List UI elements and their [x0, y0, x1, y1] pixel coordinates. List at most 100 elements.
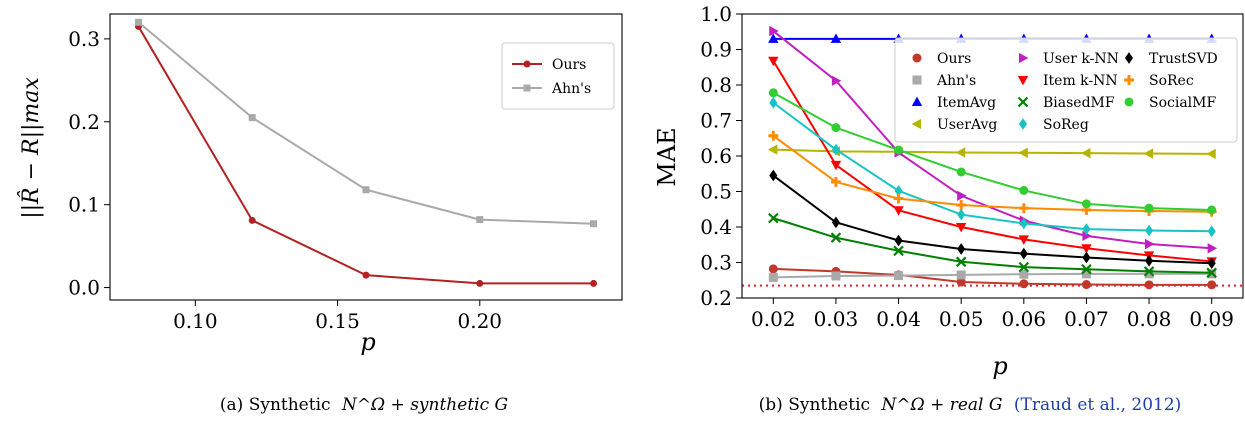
chart-b-caption-math: N^Ω + real G: [880, 395, 1002, 415]
chart-b-point-sorec: [956, 200, 966, 210]
chart-b-legend-marker: [1125, 98, 1134, 107]
chart-b-point-item-k-nn: [831, 161, 841, 170]
chart-a-point-ours: [249, 217, 256, 224]
chart-a-legend-marker: [524, 61, 531, 68]
chart-a-caption: (a) Synthetic N^Ω + synthetic G: [220, 395, 508, 415]
chart-b-point-item-k-nn: [768, 57, 778, 66]
chart-b-caption-citation[interactable]: (Traud et al., 2012): [1014, 395, 1181, 415]
chart-b-point-sorec: [1019, 203, 1029, 213]
chart-b-point-socialmf: [1207, 205, 1216, 214]
chart-b-point-soreg: [957, 209, 965, 221]
chart-b-point-useravg: [956, 147, 965, 157]
chart-b-point-user-k-nn: [957, 191, 966, 201]
chart-b-point-socialmf: [831, 123, 840, 132]
chart-b-legend-label: Ours: [937, 51, 971, 67]
chart-b: p MAE (b) Synthetic N^Ω + real G (Traud …: [653, 2, 1243, 415]
chart-b-point-useravg: [1206, 149, 1215, 159]
chart-a-point-ahn-s: [590, 220, 597, 227]
chart-b-point-trustsvd: [832, 217, 840, 229]
chart-b-xlabel: p: [992, 352, 1007, 380]
chart-b-point-soreg: [1145, 225, 1153, 237]
chart-b-xtick-label: 0.03: [814, 307, 859, 331]
chart-a-caption-prefix: (a) Synthetic: [220, 395, 331, 415]
chart-b-point-trustsvd: [769, 170, 777, 182]
chart-b-caption-prefix: (b) Synthetic: [759, 395, 870, 415]
chart-b-legend-label: User k-NN: [1043, 51, 1119, 67]
chart-b-legend-marker: [913, 76, 922, 85]
chart-b-point-socialmf: [769, 88, 778, 97]
chart-a-xtick-label: 0.15: [315, 309, 360, 333]
chart-b-legend-label: SocialMF: [1149, 95, 1216, 111]
chart-b-point-socialmf: [894, 145, 903, 154]
chart-b-ytick-label: 1.0: [700, 2, 732, 26]
chart-b-point-ours: [1145, 280, 1154, 289]
chart-b-legend-label: Ahn's: [936, 73, 976, 89]
chart-a-legend-label: Ours: [552, 57, 586, 73]
chart-a-point-ours: [363, 272, 370, 279]
chart-a-legend: Ours Ahn's: [502, 43, 614, 109]
chart-b-point-useravg: [1144, 148, 1153, 158]
chart-a-point-ahn-s: [249, 114, 256, 121]
chart-b-point-trustsvd: [1020, 248, 1028, 260]
chart-b-legend-label: SoRec: [1149, 73, 1194, 89]
chart-a-xlabel: p: [360, 328, 375, 356]
chart-b-legend-label: BiasedMF: [1043, 95, 1115, 111]
chart-b-point-socialmf: [1145, 204, 1154, 213]
chart-b-ytick-label: 0.4: [700, 215, 732, 239]
chart-a-legend-label: Ahn's: [551, 81, 591, 97]
chart-b-point-useravg: [1018, 148, 1027, 158]
chart-a-legend-marker: [524, 85, 531, 92]
chart-b-ytick-label: 0.7: [700, 109, 732, 133]
chart-b-point-ahn-s: [769, 273, 778, 282]
chart-b-point-socialmf: [1019, 186, 1028, 195]
chart-b-legend-label: SoReg: [1043, 117, 1089, 133]
chart-b-legend-marker: [913, 54, 922, 63]
chart-b-ytick-label: 0.2: [700, 286, 732, 310]
chart-b-point-trustsvd: [895, 235, 903, 247]
chart-b-point-ours: [1082, 280, 1091, 289]
chart-b-ytick-label: 0.9: [700, 38, 732, 62]
chart-b-point-soreg: [1208, 225, 1216, 237]
chart-a-legend-box: [502, 43, 614, 109]
chart-b-caption: (b) Synthetic N^Ω + real G (Traud et al.…: [759, 395, 1182, 415]
chart-b-ytick-label: 0.3: [700, 251, 732, 275]
chart-b-point-ahn-s: [957, 270, 966, 279]
chart-b-point-useravg: [1081, 148, 1090, 158]
chart-b-point-socialmf: [957, 167, 966, 176]
chart-b-ytick-label: 0.8: [700, 73, 732, 97]
chart-b-point-useravg: [768, 144, 777, 154]
chart-b-point-soreg: [769, 97, 777, 109]
chart-b-xtick-label: 0.09: [1189, 307, 1234, 331]
chart-b-point-ours: [769, 264, 778, 273]
chart-b-xtick-label: 0.07: [1064, 307, 1109, 331]
chart-b-ytick-label: 0.5: [700, 180, 732, 204]
chart-b-legend-label: Item k-NN: [1043, 73, 1118, 89]
chart-a-ytick-label: 0.3: [68, 27, 100, 51]
chart-b-point-trustsvd: [1082, 252, 1090, 264]
chart-b-xtick-label: 0.05: [939, 307, 984, 331]
chart-a-point-ahn-s: [135, 19, 142, 26]
chart-a-caption-math: N^Ω + synthetic G: [341, 395, 508, 415]
chart-b-point-ahn-s: [894, 271, 903, 280]
chart-b-legend-label: ItemAvg: [937, 95, 996, 111]
chart-b-xtick-label: 0.06: [1002, 307, 1047, 331]
chart-a-point-ours: [590, 280, 597, 287]
chart-a: p ||R̂ − R||max (a) Synthetic N^Ω + synt…: [18, 14, 622, 415]
chart-a-point-ahn-s: [476, 216, 483, 223]
chart-b-point-user-k-nn: [1208, 243, 1217, 253]
chart-b-point-user-k-nn: [1145, 239, 1154, 249]
chart-a-ytick-label: 0.1: [68, 193, 100, 217]
chart-b-xtick-label: 0.02: [751, 307, 796, 331]
chart-b-point-trustsvd: [957, 243, 965, 255]
chart-b-xtick-label: 0.08: [1127, 307, 1172, 331]
chart-b-point-socialmf: [1082, 199, 1091, 208]
chart-a-ytick-label: 0.0: [68, 276, 100, 300]
chart-a-ytick-label: 0.2: [68, 110, 100, 134]
chart-a-point-ours: [476, 280, 483, 287]
chart-b-ytick-label: 0.6: [700, 144, 732, 168]
chart-b-xtick-label: 0.04: [876, 307, 921, 331]
chart-b-point-ahn-s: [831, 271, 840, 280]
chart-b-legend-label: TrustSVD: [1149, 51, 1218, 67]
chart-b-point-ours: [1207, 280, 1216, 289]
chart-a-xtick-label: 0.20: [458, 309, 503, 333]
